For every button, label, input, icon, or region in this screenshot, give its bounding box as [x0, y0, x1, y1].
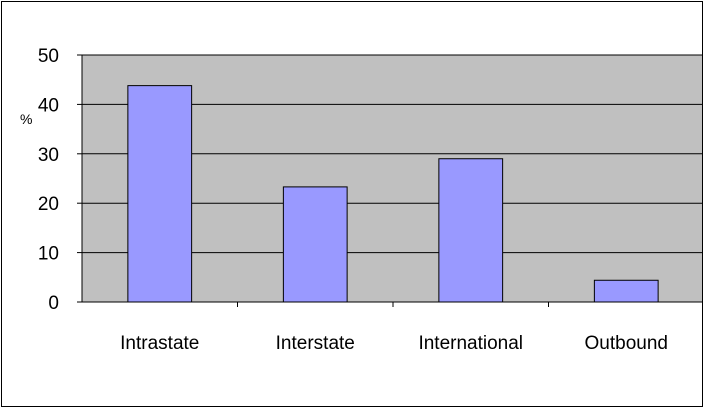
y-tick-label: 40: [38, 95, 59, 116]
y-tick-label: 30: [38, 145, 59, 166]
x-tick-label: Outbound: [585, 333, 668, 354]
bar-intrastate: [127, 85, 193, 303]
x-tick-label: Intrastate: [120, 333, 199, 354]
bar-outbound: [593, 279, 659, 303]
y-tick-label: 50: [38, 46, 59, 67]
bar-interstate: [282, 186, 348, 303]
bars: [127, 85, 659, 303]
x-tick-label: Interstate: [276, 333, 355, 354]
bar-international: [438, 158, 504, 303]
y-tick-label: 20: [38, 194, 59, 215]
x-tick-label: International: [418, 333, 523, 354]
bar-chart: 0 10 20 30 40 50 Intrastate Interstate Internat…: [20, 46, 704, 354]
y-tick-label: 0: [48, 293, 59, 314]
y-tick-label: 10: [38, 244, 59, 265]
y-axis: 0 10 20 30 40 50: [38, 46, 83, 314]
x-axis: Intrastate Interstate International Outboun…: [82, 301, 704, 354]
y-axis-label: %: [20, 111, 32, 127]
